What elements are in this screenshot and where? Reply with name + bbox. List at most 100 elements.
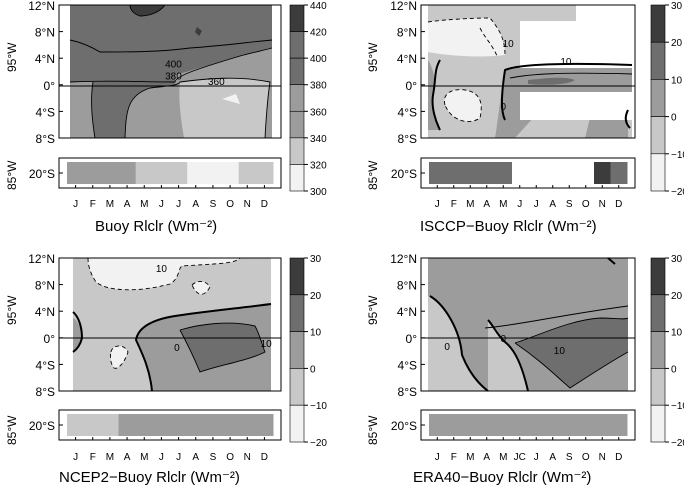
month-label: S	[210, 199, 217, 210]
strip-cell	[511, 414, 529, 436]
contour-0-bold	[429, 295, 489, 392]
month-label: J	[159, 452, 164, 463]
colorbar: 30 20 10 0 −10 −20	[650, 1, 684, 198]
strip-cell	[67, 414, 85, 436]
contour-10-dashed-c	[110, 345, 129, 369]
lat-label: 4°N	[397, 52, 417, 66]
month-label: D	[615, 199, 622, 210]
lat-label: 8°N	[35, 26, 55, 40]
colorbar-bin	[289, 110, 305, 139]
contour-400	[69, 39, 273, 53]
month-label: J	[435, 199, 440, 210]
month-label: O	[226, 452, 234, 463]
month-label: N	[599, 199, 606, 210]
month-label: N	[244, 199, 251, 210]
month-label: A	[549, 452, 556, 463]
month-label: F	[90, 452, 96, 463]
strip-85w: 20°S	[391, 157, 636, 189]
contour-label: 380	[165, 71, 182, 82]
contour-0-bold-b	[487, 319, 529, 392]
colorbar-bin	[289, 84, 305, 112]
colorbar-bin	[289, 164, 305, 192]
lat-label: 12°N	[390, 252, 417, 266]
lat-label: 8°S	[398, 385, 417, 399]
latitude-axis: 12°N 8°N 4°N 0° 4°S 8°S	[28, 252, 63, 399]
region-bin-0b	[192, 281, 210, 295]
map-frame-outline	[420, 4, 636, 139]
contour-label: 360	[208, 77, 225, 88]
contour-10-dashed	[427, 17, 506, 56]
strip-cell	[577, 414, 595, 436]
colorbar-bin	[289, 404, 305, 443]
strip-cell	[610, 162, 628, 184]
lat-label: 0°	[406, 332, 418, 346]
strip-cell	[204, 414, 222, 436]
strip-cell	[478, 162, 496, 184]
month-label: J	[159, 199, 164, 210]
strip-cell	[101, 414, 119, 436]
strip-cell	[445, 414, 463, 436]
month-label: J	[517, 199, 522, 210]
strip-cell	[238, 414, 257, 436]
masked-region	[520, 21, 635, 68]
panel-title: ISCCP−Buoy Rlclr (Wm⁻²)	[420, 218, 597, 235]
month-label: A	[124, 452, 131, 463]
month-label: M	[106, 199, 114, 210]
lon-label-95w: 95°W	[366, 42, 380, 72]
strip-lat-label: 20°S	[391, 167, 417, 181]
strip-cell	[135, 414, 154, 436]
month-label: J	[435, 452, 440, 463]
strip-cell	[561, 414, 578, 436]
month-label: M	[140, 199, 148, 210]
colorbar: 30 20 10 0 −10 −20	[650, 254, 684, 449]
contour-lines	[69, 4, 273, 139]
contour-label: 10	[560, 57, 572, 68]
region-bin-0	[428, 18, 505, 57]
month-label: S	[210, 452, 217, 463]
colorbar-bin	[289, 4, 305, 32]
strip-lat-label: 20°S	[29, 419, 55, 433]
contour-labels: 10 10 0	[500, 39, 571, 113]
strip-cell	[204, 162, 222, 184]
lat-label: 8°N	[397, 26, 417, 40]
strip-cell	[495, 162, 512, 184]
colorbar-label: 20	[671, 38, 683, 49]
strip-cell	[594, 162, 611, 184]
contour-label: 0	[444, 342, 450, 353]
month-label: A	[549, 199, 556, 210]
month-label: N	[599, 452, 606, 463]
month-label: D	[615, 452, 622, 463]
strip-cell	[462, 414, 479, 436]
strip-cell	[84, 162, 102, 184]
month-label: JC	[514, 452, 526, 463]
month-label: N	[244, 452, 251, 463]
colorbar-label: 20	[310, 291, 322, 302]
contour-20-mark	[607, 257, 616, 265]
colorbar-bin	[289, 294, 305, 332]
contour-lines	[429, 257, 629, 392]
masked-region-3	[576, 5, 635, 21]
strip-cell	[594, 414, 611, 436]
latitude-axis: 12°N 8°N 4°N 0° 4°S 8°S	[390, 0, 425, 146]
lat-label: 8°S	[36, 132, 55, 146]
strip-cell	[170, 162, 188, 184]
lat-label: 4°S	[36, 358, 55, 372]
colorbar-bin	[289, 368, 305, 406]
map-fill-regions	[70, 5, 272, 138]
strip-cell	[445, 162, 463, 184]
contour-10-dashed-b	[191, 281, 211, 295]
strip-cell	[152, 414, 171, 436]
month-label: O	[582, 199, 590, 210]
region-bin-7	[195, 27, 202, 36]
strip-cell	[187, 162, 205, 184]
month-label: M	[499, 199, 507, 210]
contour-420	[129, 4, 166, 17]
month-label: D	[261, 452, 268, 463]
strip-cell	[101, 162, 119, 184]
strip-lat-label: 20°S	[29, 167, 55, 181]
colorbar-label: 20	[671, 291, 683, 302]
month-label: O	[226, 199, 234, 210]
colorbar-bin	[650, 41, 666, 80]
region-bin-4	[515, 318, 628, 388]
